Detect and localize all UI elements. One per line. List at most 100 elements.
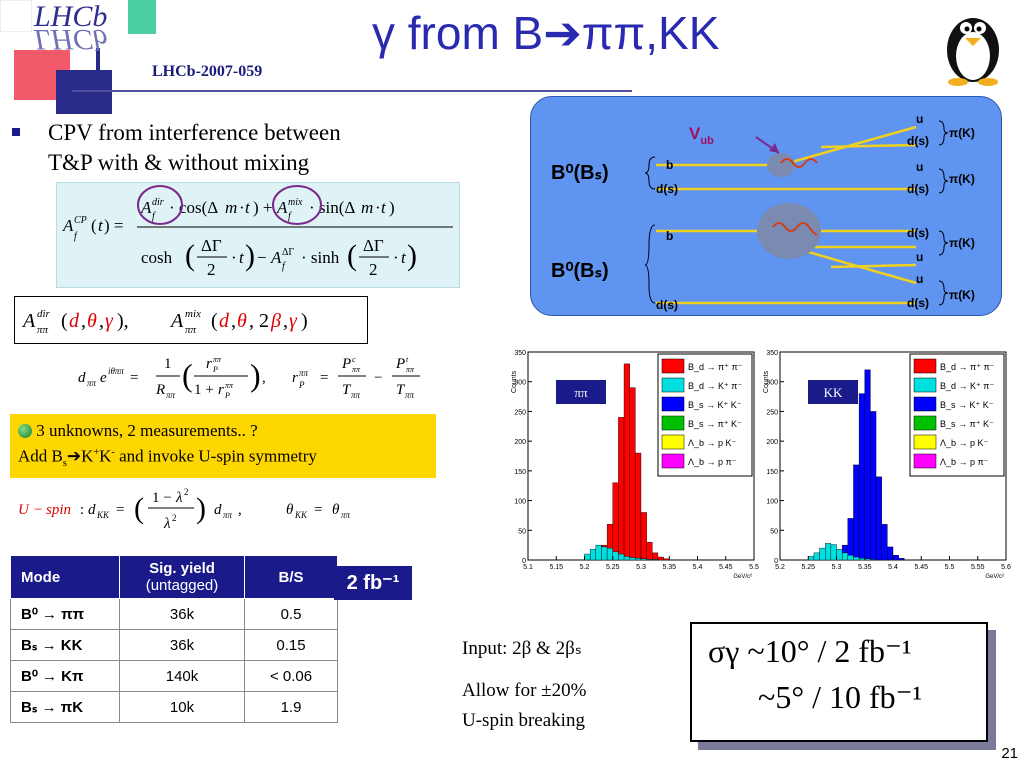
svg-text:,: , bbox=[231, 310, 236, 332]
svg-text:θ: θ bbox=[87, 310, 97, 332]
y-tick-label: 350 bbox=[514, 350, 526, 357]
circle-dir bbox=[137, 185, 183, 225]
quark-label: d(s) bbox=[656, 298, 678, 312]
table-row: B⁰ → Kπ 140k < 0.06 bbox=[10, 660, 338, 692]
svg-text:ππ: ππ bbox=[352, 365, 361, 374]
legend-swatch bbox=[661, 415, 685, 431]
svg-text:t: t bbox=[401, 248, 407, 267]
bullet-text: CPV from interference between T&P with &… bbox=[48, 118, 341, 178]
svg-text:U: U bbox=[18, 502, 30, 518]
legend-label: Λ_b → p K⁻ bbox=[688, 438, 737, 448]
svg-text:t: t bbox=[239, 248, 245, 267]
x-tick-label: 5.2 bbox=[580, 564, 590, 571]
legend-label: B_s → π⁺ K⁻ bbox=[940, 419, 994, 429]
y-tick-label: 100 bbox=[766, 499, 778, 506]
circle-mix bbox=[272, 185, 322, 225]
channel-tag-label: ππ bbox=[574, 385, 588, 400]
y-tick-label: 50 bbox=[770, 528, 778, 535]
svg-text:mix: mix bbox=[288, 197, 303, 208]
x-tick-label: 5.1 bbox=[523, 564, 533, 571]
cell-yield: 36k bbox=[119, 598, 245, 630]
channel-tag-label: KK bbox=[824, 385, 843, 400]
final-state-label: π(K) bbox=[949, 288, 975, 302]
svg-text:ππ: ππ bbox=[406, 365, 415, 374]
svg-text:,: , bbox=[81, 310, 86, 332]
svg-text:A: A bbox=[276, 198, 288, 217]
x-tick-label: 5.4 bbox=[693, 564, 703, 571]
info-text-2-sup2: - bbox=[111, 447, 115, 458]
page-title: γ from B➔ππ,KK bbox=[372, 7, 720, 59]
y-axis-label: Counts bbox=[763, 370, 770, 393]
cell-yield: 140k bbox=[119, 660, 245, 692]
y-tick-label: 250 bbox=[514, 409, 526, 416]
histogram-bar bbox=[623, 556, 630, 561]
x-tick-label: 5.3 bbox=[832, 564, 842, 571]
svg-text:θ: θ bbox=[237, 310, 247, 332]
legend-swatch bbox=[661, 434, 685, 450]
svg-text:ππ: ππ bbox=[223, 510, 233, 520]
histogram-bar bbox=[640, 512, 647, 561]
svg-text:P: P bbox=[224, 391, 230, 400]
svg-text:ππ: ππ bbox=[351, 390, 361, 400]
svg-text:),: ), bbox=[117, 310, 129, 332]
svg-text:−: − bbox=[374, 370, 382, 386]
svg-text:A: A bbox=[169, 310, 184, 332]
histogram-bar bbox=[870, 411, 877, 561]
asymmetry-formula-graphic: A CP f (t) = A dir f · cos(Δ m · t) + A mix… bbox=[62, 185, 453, 279]
header-yield: Sig. yield (untagged) bbox=[119, 555, 245, 599]
decor-bar bbox=[96, 48, 100, 108]
x-tick-label: 5.6 bbox=[1001, 564, 1011, 571]
result-line-1: σγ ~10° / 2 fb⁻¹ bbox=[708, 633, 912, 669]
svg-text:d: d bbox=[69, 310, 80, 332]
legend-label: Λ_b → p π⁻ bbox=[940, 457, 989, 467]
histogram-bar bbox=[875, 476, 882, 561]
legend-label: B_s → K⁺ K⁻ bbox=[688, 400, 742, 410]
output-quark: u bbox=[916, 160, 923, 174]
svg-text:ππ: ππ bbox=[299, 368, 309, 378]
svg-text:A: A bbox=[140, 198, 152, 217]
legend-label: B_d → K⁺ π⁻ bbox=[688, 381, 742, 391]
x-tick-label: 5.35 bbox=[662, 564, 676, 571]
x-tick-label: 5.5 bbox=[945, 564, 955, 571]
svg-text:ΔΓ: ΔΓ bbox=[201, 236, 222, 255]
input-line-3: U-spin breaking bbox=[462, 710, 585, 731]
histogram-bar bbox=[612, 482, 619, 561]
svg-text:·: · bbox=[375, 198, 381, 217]
cell-mode: B⁰ → Kπ bbox=[10, 660, 120, 692]
histogram-bar bbox=[858, 558, 865, 561]
svg-text:dir: dir bbox=[37, 308, 51, 320]
svg-text:=: = bbox=[116, 502, 124, 518]
legend-swatch bbox=[913, 396, 937, 412]
result-line-2: ~5° / 10 fb⁻¹ bbox=[758, 679, 923, 715]
svg-text:(: ( bbox=[182, 357, 193, 393]
svg-text:=: = bbox=[130, 370, 138, 386]
svg-text:KK: KK bbox=[294, 510, 308, 520]
svg-text:ΔΓ: ΔΓ bbox=[363, 236, 384, 255]
y-tick-label: 150 bbox=[514, 469, 526, 476]
svg-text:(: ( bbox=[211, 310, 218, 332]
globe-icon bbox=[18, 424, 32, 438]
output-quark: d(s) bbox=[907, 226, 929, 240]
bullet-marker bbox=[12, 128, 20, 136]
histogram-bar bbox=[808, 556, 815, 561]
svg-text:): ) bbox=[389, 198, 395, 217]
legend-swatch bbox=[913, 415, 937, 431]
meson-top-label: B⁰(Bₛ) bbox=[551, 162, 609, 184]
table-row: Bₛ → πK 10k 1.9 bbox=[10, 691, 338, 723]
svg-text:ππ: ππ bbox=[185, 324, 197, 336]
logo-text-mirror: LHCb bbox=[34, 23, 108, 56]
svg-text:ππ: ππ bbox=[405, 390, 415, 400]
info-line-2: Add Bs➔K+K- and invoke U-spin symmetry bbox=[18, 442, 428, 475]
page-number: 21 bbox=[1001, 745, 1018, 762]
final-state-label: π(K) bbox=[949, 236, 975, 250]
x-tick-label: 5.35 bbox=[858, 564, 872, 571]
histogram-bar bbox=[853, 556, 860, 561]
x-tick-label: 5.55 bbox=[971, 564, 985, 571]
svg-text:T: T bbox=[396, 382, 406, 398]
svg-text:, 2: , 2 bbox=[249, 310, 269, 332]
histogram-bar bbox=[836, 549, 843, 561]
feynman-diagram: B⁰(Bₛ) B⁰(Bₛ) Vub b d(s) b d(s) u d(s) u… bbox=[530, 96, 1002, 316]
legend-swatch bbox=[661, 453, 685, 469]
svg-text:θ: θ bbox=[332, 502, 340, 518]
